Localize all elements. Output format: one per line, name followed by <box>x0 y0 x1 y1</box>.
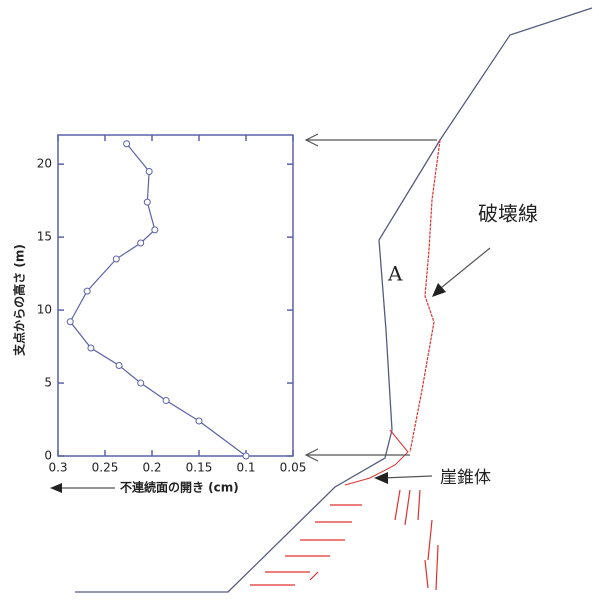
data-point <box>124 141 130 147</box>
y-tick-label: 0 <box>44 449 52 463</box>
data-point <box>138 240 144 246</box>
failure-line <box>410 140 440 452</box>
y-tick-label: 15 <box>37 230 52 244</box>
data-point <box>196 418 202 424</box>
arrow-head <box>50 483 62 493</box>
annotation: 崖錐体 <box>440 468 491 488</box>
x-tick-label: 0.05 <box>280 461 307 475</box>
y-tick-label: 10 <box>37 303 52 317</box>
data-point <box>243 453 249 459</box>
arrow-head <box>374 472 388 484</box>
data-point <box>138 380 144 386</box>
annotation: A <box>387 262 403 286</box>
x-tick-label: 0.25 <box>92 461 119 475</box>
arrows <box>60 134 490 488</box>
data-point <box>152 227 158 233</box>
data-point <box>67 319 73 325</box>
y-axis-label: 支点からの高さ (m) <box>12 244 27 357</box>
x-tick-label: 0.3 <box>48 461 67 475</box>
annotation: 破壊線 <box>478 202 538 226</box>
y-tick-label: 5 <box>44 376 52 390</box>
plot-frame <box>58 135 293 456</box>
hatches <box>250 490 438 590</box>
figure: 破壊線 A 崖錐体 不連続面の開き (cm) 支点からの高さ (m) 0.3 0.… <box>0 0 599 596</box>
x-axis-label: 不連続面の開き (cm) <box>120 480 239 495</box>
x-tick-label: 0.1 <box>236 461 255 475</box>
data-point <box>146 168 152 174</box>
data-point <box>88 345 94 351</box>
x-tick-label: 0.2 <box>142 461 161 475</box>
data-point <box>163 398 169 404</box>
x-tick-label: 0.15 <box>186 461 213 475</box>
y-tick-label: 20 <box>37 157 52 171</box>
data-point <box>144 199 150 205</box>
data-point <box>116 363 122 369</box>
data-line <box>70 144 246 456</box>
data-point <box>113 256 119 262</box>
data-point <box>84 288 90 294</box>
